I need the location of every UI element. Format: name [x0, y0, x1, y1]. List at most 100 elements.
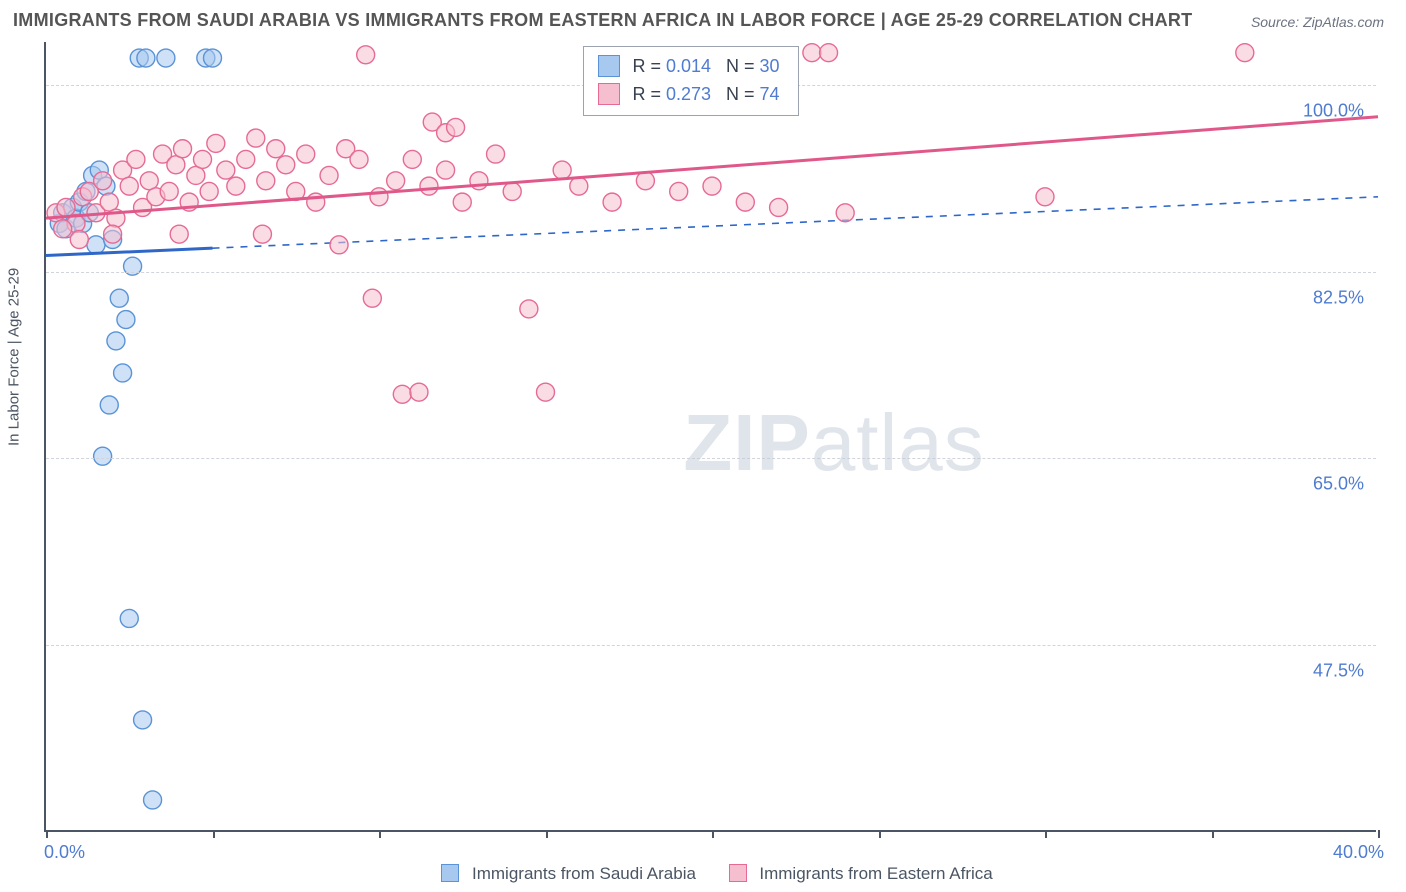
point-eafrica [403, 150, 421, 168]
point-eafrica [167, 156, 185, 174]
point-eafrica [370, 188, 388, 206]
point-eafrica [127, 150, 145, 168]
point-eafrica [253, 225, 271, 243]
point-saudi [100, 396, 118, 414]
point-eafrica [420, 177, 438, 195]
point-eafrica [194, 150, 212, 168]
x-tick [1045, 830, 1047, 838]
source-attribution: Source: ZipAtlas.com [1251, 14, 1384, 30]
x-max-label: 40.0% [1333, 842, 1384, 863]
point-eafrica [267, 140, 285, 158]
point-eafrica [447, 118, 465, 136]
x-tick [1378, 830, 1380, 838]
point-saudi [110, 289, 128, 307]
point-eafrica [174, 140, 192, 158]
point-saudi [204, 49, 222, 67]
point-eafrica [387, 172, 405, 190]
point-eafrica [410, 383, 428, 401]
point-eafrica [297, 145, 315, 163]
x-tick [712, 830, 714, 838]
point-eafrica [357, 46, 375, 64]
point-eafrica [487, 145, 505, 163]
gridline-h [46, 645, 1376, 646]
point-saudi [87, 236, 105, 254]
point-saudi [157, 49, 175, 67]
point-saudi [137, 49, 155, 67]
point-eafrica [70, 231, 88, 249]
x-min-label: 0.0% [44, 842, 85, 863]
x-tick [46, 830, 48, 838]
point-eafrica [100, 193, 118, 211]
point-eafrica [437, 161, 455, 179]
point-eafrica [200, 182, 218, 200]
point-eafrica [330, 236, 348, 254]
point-eafrica [227, 177, 245, 195]
point-eafrica [217, 161, 235, 179]
legend-correlation-box: R = 0.014 N = 30R = 0.273 N = 74 [583, 46, 798, 116]
point-eafrica [277, 156, 295, 174]
point-eafrica [94, 172, 112, 190]
point-eafrica [237, 150, 255, 168]
trend-saudi [46, 248, 213, 255]
point-eafrica [247, 129, 265, 147]
point-eafrica [350, 150, 368, 168]
gridline-h [46, 272, 1376, 273]
point-eafrica [207, 134, 225, 152]
legend-bottom: Immigrants from Saudi Arabia Immigrants … [0, 864, 1406, 892]
point-saudi [117, 311, 135, 329]
point-eafrica [520, 300, 538, 318]
point-eafrica [736, 193, 754, 211]
point-saudi [120, 609, 138, 627]
legend-swatch-saudi [441, 864, 459, 882]
point-eafrica [54, 220, 72, 238]
x-tick [1212, 830, 1214, 838]
point-eafrica [363, 289, 381, 307]
point-eafrica [320, 166, 338, 184]
point-saudi [114, 364, 132, 382]
point-eafrica [820, 44, 838, 62]
point-eafrica [187, 166, 205, 184]
point-eafrica [670, 182, 688, 200]
trend-saudi-dashed [213, 197, 1379, 248]
x-tick [213, 830, 215, 838]
point-eafrica [770, 198, 788, 216]
point-eafrica [104, 225, 122, 243]
point-eafrica [257, 172, 275, 190]
legend-row: R = 0.273 N = 74 [598, 81, 779, 109]
point-eafrica [57, 198, 75, 216]
chart-container: IMMIGRANTS FROM SAUDI ARABIA VS IMMIGRAN… [0, 0, 1406, 892]
point-eafrica [453, 193, 471, 211]
point-saudi [134, 711, 152, 729]
point-saudi [107, 332, 125, 350]
legend-label-eafrica: Immigrants from Eastern Africa [759, 864, 992, 883]
point-eafrica [140, 172, 158, 190]
y-tick-label: 100.0% [1303, 100, 1364, 121]
gridline-h [46, 458, 1376, 459]
point-saudi [144, 791, 162, 809]
point-eafrica [803, 44, 821, 62]
legend-label-saudi: Immigrants from Saudi Arabia [472, 864, 696, 883]
point-eafrica [120, 177, 138, 195]
point-eafrica [503, 182, 521, 200]
x-tick [379, 830, 381, 838]
legend-row: R = 0.014 N = 30 [598, 53, 779, 81]
point-eafrica [836, 204, 854, 222]
point-eafrica [1236, 44, 1254, 62]
plot-area: 47.5% 65.0% 82.5% 100.0% [44, 42, 1376, 832]
y-tick-label: 65.0% [1313, 474, 1364, 495]
y-tick-label: 82.5% [1313, 287, 1364, 308]
point-eafrica [393, 385, 411, 403]
point-eafrica [170, 225, 188, 243]
y-tick-label: 47.5% [1313, 661, 1364, 682]
chart-title: IMMIGRANTS FROM SAUDI ARABIA VS IMMIGRAN… [13, 10, 1192, 31]
x-tick [546, 830, 548, 838]
point-eafrica [603, 193, 621, 211]
point-saudi [94, 447, 112, 465]
plot-svg [46, 42, 1376, 830]
legend-swatch-eafrica [729, 864, 747, 882]
point-eafrica [160, 182, 178, 200]
point-eafrica [537, 383, 555, 401]
point-eafrica [570, 177, 588, 195]
point-eafrica [553, 161, 571, 179]
x-tick [879, 830, 881, 838]
